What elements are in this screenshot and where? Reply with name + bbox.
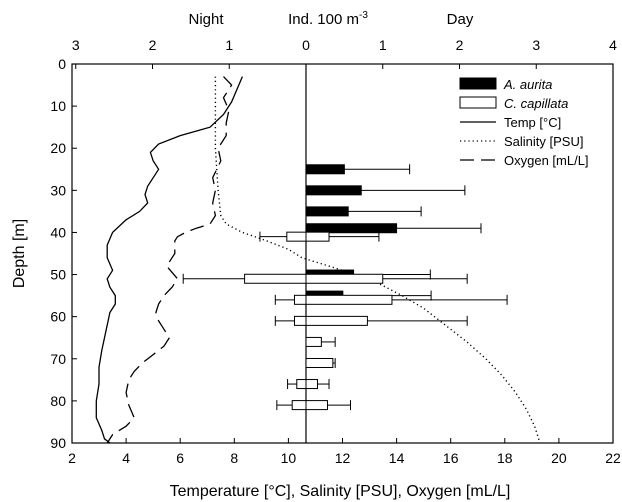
bar-a-aurita <box>305 185 362 196</box>
x-tick-label: 8 <box>230 450 238 466</box>
y-tick-label: 60 <box>50 309 66 325</box>
bar-c-capillata-day <box>305 231 330 242</box>
bar-c-capillata-day <box>305 273 384 284</box>
profile-lines <box>95 76 541 444</box>
x-tick-label: 2 <box>68 450 76 466</box>
y-tick-label: 10 <box>50 98 66 114</box>
top-center-title-superscript: -3 <box>359 10 368 21</box>
bar-a-aurita <box>305 206 349 217</box>
legend: A. aurita C. capillata Temp [°C] Salinity [… <box>459 77 589 168</box>
x-axis-title: Temperature [°C], Salinity [PSU], Oxygen… <box>170 483 511 500</box>
legend-swatch <box>459 77 497 90</box>
x-tick-label: 4 <box>122 450 130 466</box>
bar-c-capillata-day <box>305 400 328 411</box>
top-tick-label: 3 <box>72 37 80 53</box>
abundance-bars <box>182 164 508 411</box>
bar-c-capillata-day <box>305 294 393 305</box>
y-axis-title: Depth [m] <box>11 219 28 288</box>
night-title: Night <box>188 11 224 28</box>
profile-solid <box>95 76 243 444</box>
bar-c-capillata-night <box>296 379 307 390</box>
x-tick-label: 22 <box>605 450 621 466</box>
top-tick-label: 2 <box>149 37 157 53</box>
y-tick-label: 70 <box>50 351 66 367</box>
top-center-title: Ind. 100 m-3 <box>288 10 368 28</box>
y-tick-label: 20 <box>50 140 66 156</box>
y-tick-label: 0 <box>58 56 66 72</box>
profile-dashed <box>106 76 233 444</box>
x-tick-label: 6 <box>176 450 184 466</box>
bar-a-aurita <box>305 223 398 234</box>
top-tick-label: 3 <box>532 37 540 53</box>
x-tick-label: 10 <box>281 450 297 466</box>
top-tick-label: 1 <box>379 37 387 53</box>
bar-c-capillata-night <box>293 294 307 305</box>
bar-c-capillata-night <box>244 273 307 284</box>
legend-label: C. capillata <box>504 96 568 111</box>
y-tick-label: 90 <box>50 435 66 451</box>
bar-c-capillata-day <box>305 315 368 326</box>
day-title: Day <box>447 11 474 28</box>
x-tick-label: 12 <box>335 450 351 466</box>
bar-c-capillata-day <box>305 357 334 368</box>
y-tick-label: 80 <box>50 393 66 409</box>
top-tick-label: 4 <box>609 37 617 53</box>
y-tick-label: 40 <box>50 224 66 240</box>
x-tick-label: 16 <box>443 450 459 466</box>
bar-a-aurita <box>305 164 345 175</box>
legend-label: Salinity [PSU] <box>504 134 583 149</box>
profile-dotted <box>214 76 541 444</box>
x-tick-label: 14 <box>389 450 405 466</box>
bar-c-capillata-night <box>286 231 307 242</box>
x-tick-label: 18 <box>497 450 513 466</box>
legend-label: Temp [°C] <box>504 115 561 130</box>
top-center-title-text: Ind. 100 m <box>288 11 359 28</box>
y-tick-label: 50 <box>50 267 66 283</box>
top-tick-label: 1 <box>225 37 233 53</box>
y-tick-label: 30 <box>50 182 66 198</box>
bar-c-capillata-day <box>305 336 322 347</box>
bar-c-capillata-night <box>291 400 307 411</box>
x-tick-label: 20 <box>551 450 567 466</box>
top-tick-label: 0 <box>302 37 310 53</box>
bar-c-capillata-night <box>293 315 307 326</box>
legend-label: A. aurita <box>503 77 552 92</box>
top-tick-label: 2 <box>456 37 464 53</box>
bar-c-capillata-day <box>305 379 319 390</box>
legend-swatch <box>459 96 497 109</box>
legend-label: Oxygen [mL/L] <box>504 153 589 168</box>
